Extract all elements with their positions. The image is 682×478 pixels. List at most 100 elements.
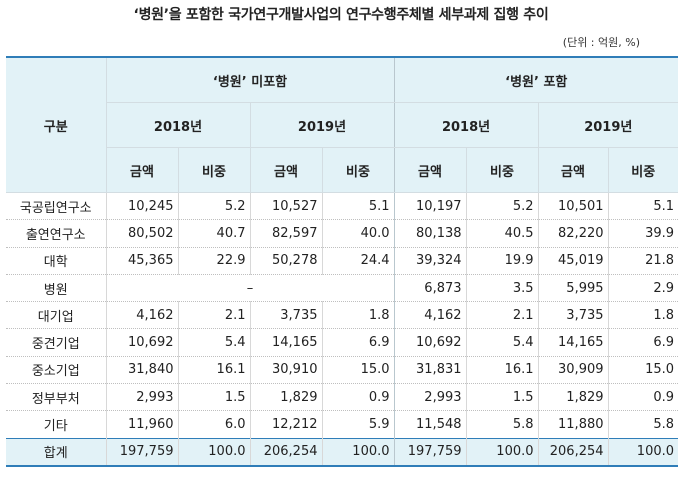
share-cell: 39.9 [607,219,679,248]
table-row: 대학 45,365 22.9 50,278 24.4 39,324 19.9 45,019 21… [6,247,679,275]
share-cell: 1.5 [465,383,539,412]
share-cell: 1.8 [607,301,679,330]
amount-cell: 12,212 [249,410,322,439]
header-share: 비중 [177,147,250,193]
amount-cell: 2,993 [393,383,467,412]
amount-cell: 3,735 [249,301,322,330]
total-amount-cell: 206,254 [249,437,322,467]
header-amount: 금액 [393,147,467,193]
amount-cell: 2,993 [105,383,178,412]
table-row: 출연연구소 80,502 40.7 82,597 40.0 80,138 40.5 82,22… [6,219,679,248]
share-cell: 5.1 [321,192,395,221]
amount-cell: 3,735 [537,301,609,330]
share-cell: 40.5 [465,219,539,248]
share-cell: 16.1 [177,356,250,385]
header-group-including-hospital: ‘병원’ 포함 [393,56,679,103]
amount-cell: 10,692 [393,328,467,357]
amount-cell: 1,829 [537,383,609,412]
share-cell: 1.8 [321,301,395,330]
share-cell: 6.9 [321,328,395,357]
amount-cell: 10,692 [105,328,178,357]
row-label: 중견기업 [6,328,106,357]
row-label: 병원 [6,274,106,303]
table-row: 정부부처 2,993 1.5 1,829 0.9 2,993 1.5 1,829 0.9 [6,383,679,412]
amount-cell: 80,138 [393,219,467,248]
amount-cell: 14,165 [249,328,322,357]
table-row: 대기업 4,162 2.1 3,735 1.8 4,162 2.1 3,735 1.8 [6,301,679,330]
share-cell: 40.7 [177,219,250,248]
row-label: 중소기업 [6,356,106,385]
data-table: 구분 ‘병원’ 미포함 ‘병원’ 포함 2018년 2019년 2018년 20… [6,56,679,467]
total-amount-cell: 206,254 [537,437,609,467]
total-share-cell: 100.0 [321,437,395,467]
table-row: 기타 11,960 6.0 12,212 5.9 11,548 5.8 11,880 5.8 [6,410,679,439]
share-cell: 5.2 [177,192,250,221]
amount-cell: 4,162 [393,301,467,330]
amount-cell: 31,831 [393,356,467,385]
header-group-excluding-hospital: ‘병원’ 미포함 [105,56,395,103]
table-title: ‘병원’을 포함한 국가연구개발사업의 연구수행주체별 세부과제 집행 추이 [133,7,549,23]
table-row: 국공립연구소 10,245 5.2 10,527 5.1 10,197 5.2 10,501 5… [6,192,679,221]
header-gubun: 구분 [6,56,106,193]
share-cell: 5.8 [465,410,539,439]
amount-cell: 82,597 [249,219,322,248]
share-cell: 5.2 [465,192,539,221]
amount-cell: 31,840 [105,356,178,385]
share-cell: 22.9 [177,247,250,275]
amount-cell: 4,162 [105,301,178,330]
share-cell: 0.9 [321,383,395,412]
share-cell: 2.1 [177,301,250,330]
amount-cell: 39,324 [393,247,467,275]
share-cell: 15.0 [321,356,395,385]
header-year: 2019년 [249,102,395,148]
header-amount: 금액 [537,147,609,193]
table-row: 병원 –6,873 3.5 5,995 2.9 [6,274,679,303]
share-cell: 6.9 [607,328,679,357]
unit-note: (단위 : 억원, %) [562,36,640,49]
share-cell: 5.1 [607,192,679,221]
amount-cell: 45,365 [105,247,178,275]
share-cell: 2.9 [607,274,679,303]
header-share: 비중 [321,147,395,193]
share-cell: 5.4 [177,328,250,357]
total-amount-cell: 197,759 [105,437,178,467]
share-cell: 24.4 [321,247,395,275]
amount-cell: 30,910 [249,356,322,385]
amount-cell: 80,502 [105,219,178,248]
amount-cell: 1,829 [249,383,322,412]
amount-cell: 11,960 [105,410,178,439]
row-label: 국공립연구소 [6,192,106,221]
header-year: 2018년 [105,102,250,148]
share-cell: 21.8 [607,247,679,275]
header-share: 비중 [607,147,679,193]
header-amount: 금액 [249,147,322,193]
share-cell: 2.1 [465,301,539,330]
amount-cell: 14,165 [537,328,609,357]
share-cell: 1.5 [177,383,250,412]
header-year: 2018년 [393,102,539,148]
total-share-cell: 100.0 [607,437,679,467]
share-cell: 19.9 [465,247,539,275]
share-cell: 5.9 [321,410,395,439]
amount-cell: 45,019 [537,247,609,275]
row-label: 출연연구소 [6,219,106,248]
row-label: 대학 [6,247,106,275]
row-label: 대기업 [6,301,106,330]
share-cell: 6.0 [177,410,250,439]
table-row: 중소기업 31,840 16.1 30,910 15.0 31,831 16.1 30,909… [6,356,679,385]
row-label: 정부부처 [6,383,106,412]
total-row: 합계 197,759 100.0 206,254 100.0 197,759 100.0 20… [6,437,679,467]
share-cell: 16.1 [465,356,539,385]
share-cell: 3.5 [465,274,539,303]
total-share-cell: 100.0 [465,437,539,467]
total-label: 합계 [6,437,106,467]
header-amount: 금액 [105,147,178,193]
table-row: 중견기업 10,692 5.4 14,165 6.9 10,692 5.4 14,165 6.9 [6,328,679,357]
header-year: 2019년 [537,102,679,148]
share-cell: 15.0 [607,356,679,385]
amount-cell: 10,501 [537,192,609,221]
row-label: 기타 [6,410,106,439]
amount-cell: 10,527 [249,192,322,221]
share-cell: 0.9 [607,383,679,412]
amount-cell: 50,278 [249,247,322,275]
